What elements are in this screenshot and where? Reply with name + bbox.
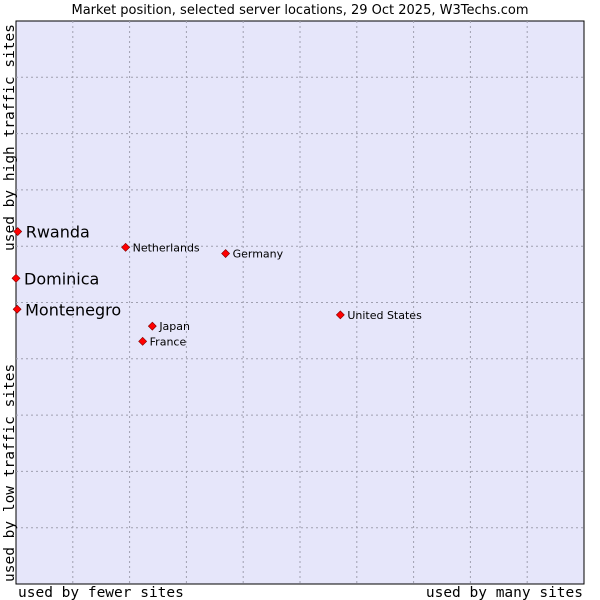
- point-label-united-states: United States: [347, 309, 422, 322]
- point-japan: [147, 321, 157, 331]
- grid-lines: [16, 21, 584, 584]
- x-axis-label-right: used by many sites: [426, 585, 583, 600]
- x-axis-label-left: used by fewer sites: [18, 585, 184, 600]
- point-united-states: [335, 310, 345, 320]
- point-label-france: France: [150, 335, 187, 348]
- y-axis-label-bottom: used by low traffic sites: [2, 364, 18, 582]
- point-dominica: [11, 273, 21, 283]
- point-label-germany: Germany: [233, 248, 284, 261]
- point-label-montenegro: Montenegro: [25, 300, 121, 319]
- point-germany: [221, 249, 231, 258]
- point-label-japan: Japan: [158, 320, 190, 333]
- point-france: [138, 336, 148, 346]
- point-label-netherlands: Netherlands: [133, 241, 200, 254]
- data-points: Rwanda Dominica Montenegro Netherlands Germa…: [11, 223, 422, 348]
- chart-title: Market position, selected server locatio…: [71, 3, 528, 18]
- point-rwanda: [13, 227, 23, 236]
- point-label-dominica: Dominica: [24, 269, 99, 288]
- point-label-rwanda: Rwanda: [26, 223, 90, 242]
- y-axis-label-top: used by high traffic sites: [2, 24, 18, 251]
- point-montenegro: [12, 304, 22, 314]
- point-netherlands: [121, 242, 131, 252]
